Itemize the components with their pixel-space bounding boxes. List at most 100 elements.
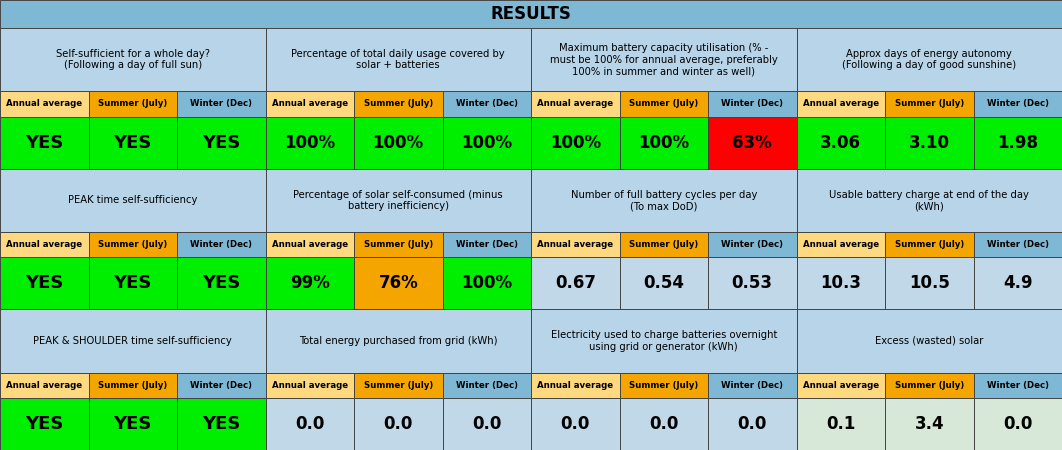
Bar <box>708 117 796 169</box>
Text: Summer (July): Summer (July) <box>629 381 699 390</box>
Text: 0.0: 0.0 <box>1004 415 1032 433</box>
Text: 10.5: 10.5 <box>909 274 949 292</box>
Bar <box>619 117 708 169</box>
Text: Annual average: Annual average <box>803 240 879 249</box>
Text: Winter (Dec): Winter (Dec) <box>721 99 784 108</box>
Bar <box>266 257 354 309</box>
Bar <box>177 257 266 309</box>
Bar <box>354 91 443 117</box>
Text: 0.67: 0.67 <box>554 274 596 292</box>
Bar <box>531 232 619 257</box>
Bar <box>88 257 177 309</box>
Text: RESULTS: RESULTS <box>491 5 571 23</box>
Bar <box>88 91 177 117</box>
Text: Summer (July): Summer (July) <box>894 240 964 249</box>
Bar <box>796 28 1062 91</box>
Text: 99%: 99% <box>290 274 329 292</box>
Text: PEAK & SHOULDER time self-sufficiency: PEAK & SHOULDER time self-sufficiency <box>33 336 233 346</box>
Text: 1.98: 1.98 <box>997 134 1039 152</box>
Text: Annual average: Annual average <box>803 381 879 390</box>
Bar <box>974 373 1062 398</box>
Bar <box>796 398 885 450</box>
Bar <box>796 169 1062 232</box>
Text: Annual average: Annual average <box>537 381 614 390</box>
Text: Summer (July): Summer (July) <box>363 240 433 249</box>
Bar <box>0 91 88 117</box>
Text: 0.0: 0.0 <box>473 415 501 433</box>
Bar <box>354 117 443 169</box>
Text: 0.1: 0.1 <box>826 415 855 433</box>
Text: 3.06: 3.06 <box>820 134 861 152</box>
Bar <box>354 257 443 309</box>
Bar <box>266 232 354 257</box>
Text: 3.4: 3.4 <box>914 415 944 433</box>
Text: 0.54: 0.54 <box>644 274 684 292</box>
Text: Summer (July): Summer (July) <box>629 99 699 108</box>
Bar <box>266 28 531 91</box>
Bar <box>531 91 619 117</box>
Text: Maximum battery capacity utilisation (% -
must be 100% for annual average, prefe: Maximum battery capacity utilisation (% … <box>550 43 777 76</box>
Bar <box>708 398 796 450</box>
Bar <box>531 169 796 232</box>
Text: Winter (Dec): Winter (Dec) <box>456 240 518 249</box>
Bar <box>974 257 1062 309</box>
Text: Winter (Dec): Winter (Dec) <box>987 381 1049 390</box>
Text: 76%: 76% <box>378 274 418 292</box>
Text: Winter (Dec): Winter (Dec) <box>987 240 1049 249</box>
Text: 0.0: 0.0 <box>295 415 324 433</box>
Bar <box>0 232 88 257</box>
Bar <box>266 169 531 232</box>
Text: Approx days of energy autonomy
(Following a day of good sunshine): Approx days of energy autonomy (Followin… <box>842 49 1016 71</box>
Text: Summer (July): Summer (July) <box>98 99 168 108</box>
Bar <box>177 232 266 257</box>
Text: 100%: 100% <box>373 134 424 152</box>
Bar <box>796 309 1062 373</box>
Text: YES: YES <box>114 134 152 152</box>
Bar <box>0 309 266 373</box>
Text: YES: YES <box>25 415 64 433</box>
Bar <box>88 117 177 169</box>
Bar <box>708 91 796 117</box>
Bar <box>974 91 1062 117</box>
Text: 4.9: 4.9 <box>1003 274 1032 292</box>
Bar <box>974 398 1062 450</box>
Bar <box>266 117 354 169</box>
Text: Annual average: Annual average <box>6 240 83 249</box>
Text: Excess (wasted) solar: Excess (wasted) solar <box>875 336 983 346</box>
Text: Winter (Dec): Winter (Dec) <box>190 240 253 249</box>
Bar <box>796 373 885 398</box>
Text: Summer (July): Summer (July) <box>363 381 433 390</box>
Bar <box>531 117 619 169</box>
Bar <box>266 373 354 398</box>
Text: Percentage of solar self-consumed (minus
battery inefficiency): Percentage of solar self-consumed (minus… <box>293 189 503 211</box>
Bar <box>0 117 88 169</box>
Bar <box>443 398 531 450</box>
Text: 100%: 100% <box>285 134 336 152</box>
Text: YES: YES <box>114 274 152 292</box>
Text: Electricity used to charge batteries overnight
using grid or generator (kWh): Electricity used to charge batteries ove… <box>550 330 777 352</box>
Text: Annual average: Annual average <box>272 381 348 390</box>
Text: 100%: 100% <box>461 134 512 152</box>
Bar <box>443 373 531 398</box>
Text: Number of full battery cycles per day
(To max DoD): Number of full battery cycles per day (T… <box>570 189 757 211</box>
Text: Winter (Dec): Winter (Dec) <box>190 99 253 108</box>
Text: PEAK time self-sufficiency: PEAK time self-sufficiency <box>68 195 198 205</box>
Text: 100%: 100% <box>638 134 689 152</box>
Bar <box>0 28 266 91</box>
Bar <box>177 398 266 450</box>
Text: Winter (Dec): Winter (Dec) <box>456 381 518 390</box>
Bar <box>531 398 619 450</box>
Text: 100%: 100% <box>461 274 512 292</box>
Text: Summer (July): Summer (July) <box>98 240 168 249</box>
Bar <box>354 232 443 257</box>
Text: 0.0: 0.0 <box>649 415 679 433</box>
Bar <box>443 257 531 309</box>
Bar <box>708 232 796 257</box>
Text: Annual average: Annual average <box>537 240 614 249</box>
Bar <box>885 373 974 398</box>
Text: Annual average: Annual average <box>272 240 348 249</box>
Text: YES: YES <box>202 415 240 433</box>
Text: YES: YES <box>114 415 152 433</box>
Bar <box>531 28 796 91</box>
Bar <box>177 373 266 398</box>
